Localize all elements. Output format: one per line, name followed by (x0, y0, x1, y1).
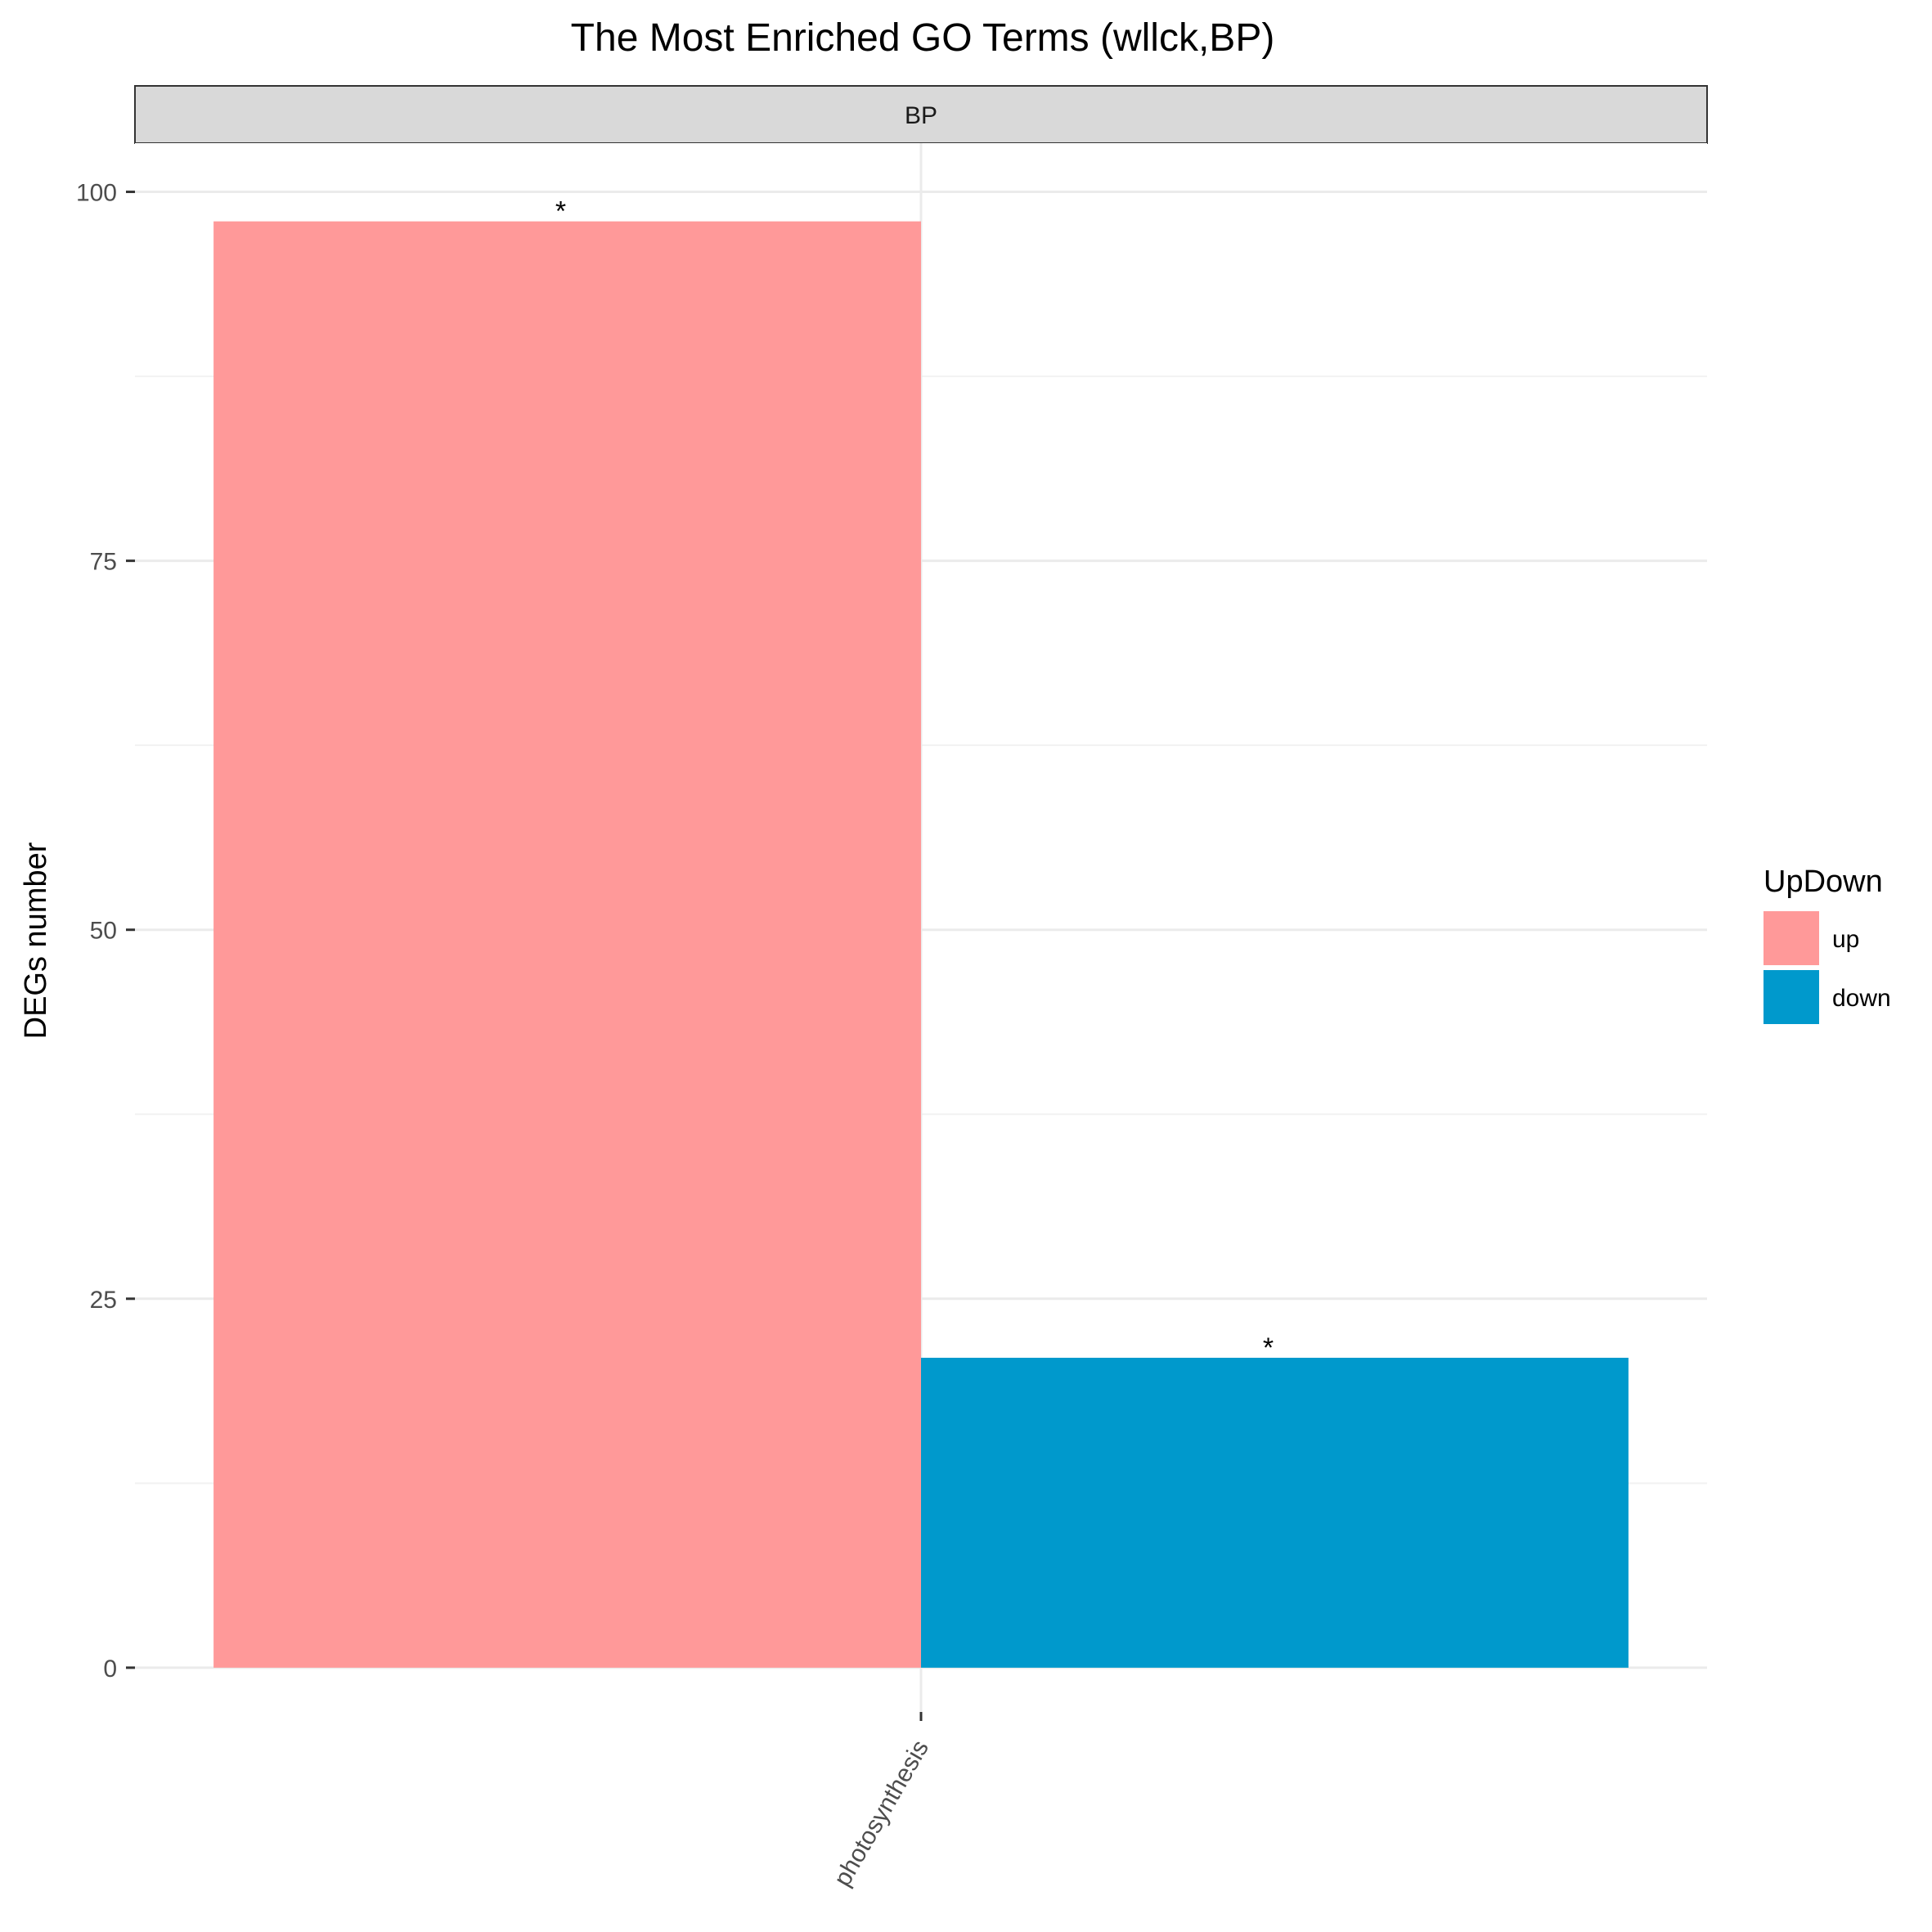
plot-panel: ** (135, 143, 1707, 1712)
facet-strip-label: BP (905, 102, 937, 129)
y-tick-label: 0 (103, 1656, 117, 1683)
bar-down (921, 1357, 1629, 1668)
y-tick-label: 100 (76, 180, 117, 207)
legend-items: up down (1764, 911, 1891, 1024)
bars (213, 221, 1629, 1668)
y-tick-label: 50 (90, 918, 117, 945)
chart-title: The Most Enriched GO Terms (wllck,BP) (571, 16, 1275, 60)
legend-label-up: up (1832, 926, 1859, 953)
y-axis-title: DEGs number (19, 842, 53, 1039)
x-axis: photosynthesis (829, 1712, 934, 1891)
legend-key-down (1764, 970, 1819, 1024)
legend-key-up (1764, 911, 1819, 965)
bar-labels: ** (555, 196, 1274, 1364)
facet-strip-box (134, 85, 1708, 144)
legend-title: UpDown (1764, 865, 1883, 899)
x-tick-label: photosynthesis (829, 1736, 934, 1891)
significance-label: * (555, 196, 566, 227)
y-axis: 0 25 50 75 100 (76, 180, 135, 1683)
legend-label-down: down (1832, 985, 1891, 1012)
y-tick-label: 75 (90, 549, 117, 576)
significance-label: * (1263, 1332, 1274, 1364)
y-tick-label: 25 (90, 1287, 117, 1314)
legend: UpDown up down (1764, 865, 1891, 1024)
bar-up (213, 221, 922, 1668)
facet-strip: BP (134, 85, 1708, 144)
